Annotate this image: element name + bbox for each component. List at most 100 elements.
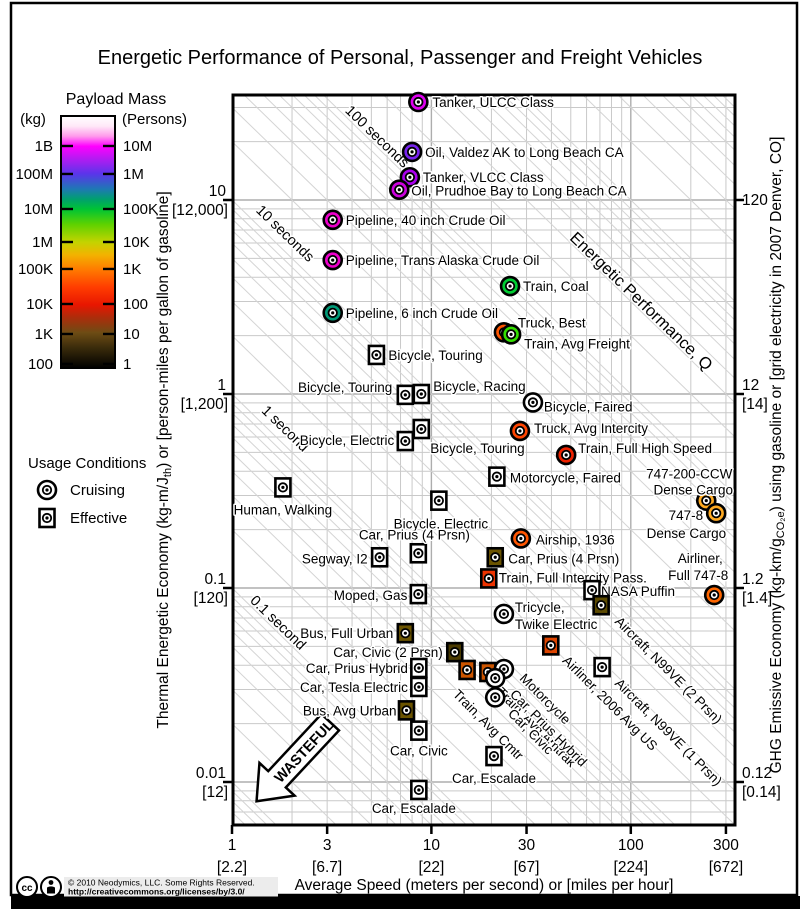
gridline-diagonal [233,107,735,598]
label-pipeline-trans-alaska: Pipeline, Trans Alaska Crude Oil [346,253,540,268]
gridline-diagonal [233,631,433,825]
effective-symbol-dot [403,631,407,635]
wasteful-arrow-text: WASTEFUL [272,717,338,786]
point-airship-1936: Airship, 1936 [510,528,616,549]
effective-symbol-dot [403,393,407,397]
point-truck-avg-intercity: Truck, Avg Intercity [509,419,650,442]
point-bicycle-electric-b: Bicycle, Electric [392,490,490,533]
label-car-prius-4prsn-crs: Car, Prius (4 Prsn) [508,551,619,566]
effective-symbol-dot [45,516,49,520]
gridline-diagonal [233,689,373,825]
gridline-diagonal [233,277,735,767]
gridline-diagonal [233,452,616,825]
gridline-diagonal [233,588,477,825]
effective-symbol-dot [465,668,469,672]
point-tricycle-twike: Tricycle, Twike Electric [493,598,599,633]
gridline-diagonal [233,723,337,825]
gridline-diagonal [661,95,735,167]
usage-item-cruising-label: Cruising [70,482,125,499]
gridline-diagonal [303,95,735,515]
label-bus-avg-urban: Bus, Avg Urban [303,703,397,718]
label-train-full-intercity: Train, Full Intercity Pass. [499,570,647,585]
colorbar-kg-label: 1B [35,138,53,155]
gridline-diagonal [233,209,735,699]
colorbar-persons-label: 100 [123,296,148,313]
gridline-diagonal [233,394,676,825]
label-tricycle-twike: Tricycle, [515,600,565,615]
y-tick-left-label: 0.1 [204,571,226,588]
x-axis-title: Average Speed (meters per second) or [mi… [295,877,674,894]
cruising-symbol-dot [410,150,414,154]
payload-unit-persons: (Persons) [122,111,187,128]
x-tick-label-alt: [22] [418,859,444,876]
attribution-person-icon [40,876,62,898]
gridline-diagonal [582,95,735,244]
y-tick-right-label-alt: [14] [742,396,768,413]
y-tick-left-label-alt: [12,000] [172,202,228,219]
license-url[interactable]: http://creativecommons.org/licenses/by/3… [68,887,245,897]
colorbar-persons-label: 10M [123,138,152,155]
label-car-prius-4prsn-eff: Car, Prius (4 Prsn) [359,527,470,542]
label-tanker-ulcc: Tanker, ULCC Class [432,95,554,110]
cc-footer: cc © 2010 Neodymics, LLC. Some Rights Re… [16,876,278,898]
effective-symbol-dot [453,650,457,654]
point-moped-gas: Moped, Gas [332,583,428,605]
label-nasa-puffin: NASA Puffin [601,584,675,599]
usage-legend-title: Usage Conditions [28,455,146,472]
label-train-full-high-speed: Train, Full High Speed [578,441,712,456]
point-human-walking: Human, Walking [232,477,334,519]
gridline-diagonal [233,665,397,825]
y-tick-right-label: 120 [742,192,768,209]
point-bicycle-electric-a: Bicycle, Electric [298,430,415,452]
cruising-symbol-dot [712,593,716,597]
cruising-symbol-dot [519,536,523,541]
gridline-diagonal [322,95,735,496]
point-train-coal: Train, Coal [499,275,590,297]
label-747-200-ccw-dense-cargo: Dense Cargo [653,483,733,498]
label-oil-valdez: Oil, Valdez AK to Long Beach CA [425,145,624,160]
label-tricycle-twike: Twike Electric [515,617,598,632]
label-bus-full-urban: Bus, Full Urban [300,626,393,641]
effective-symbol-dot [487,576,491,581]
point-car-civic-eff: Car, Civic [388,720,449,760]
label-car-prius-hybrid-eff: Car, Prius Hybrid [306,661,408,676]
y-tick-right-label: 1.2 [742,571,764,588]
cruising-symbol-dot [502,667,506,671]
colorbar-kg-label: 1M [32,234,53,251]
effective-symbol-dot [416,592,420,596]
effective-symbol-dot [416,551,420,555]
point-car-escalade-a: Car, Escalade [450,745,538,788]
point-bicycle-touring-c: Bicycle, Touring [412,418,526,458]
x-tick-label: 100 [618,837,644,854]
label-bicycle-touring-c: Bicycle, Touring [430,441,524,456]
label-pipeline-6in: Pipeline, 6 inch Crude Oil [346,306,498,321]
y-tick-right-label: 12 [742,377,759,394]
gridline-diagonal [502,95,735,321]
axes-layer: 1 [2.2] 3 [6.7] 10 [22] 30 [67] 100 [224] 300 [672]… [155,137,787,876]
gridline-diagonal [278,95,735,539]
effective-symbol-dot [419,427,423,431]
colorbar-kg-label: 10K [26,296,53,313]
gridline-diagonal [233,243,735,733]
point-bus-full-urban: Bus, Full Urban [299,622,415,644]
label-bicycle-electric-a: Bicycle, Electric [300,433,395,448]
gridline-diagonal [262,95,735,555]
cruising-symbol-dot [408,175,412,179]
point-tanker-vlcc: Tanker, VLCC Class [399,166,545,188]
label-car-escalade-b: Car, Escalade [372,801,456,816]
label-bicycle-touring-b: Bicycle, Touring [298,380,392,395]
effective-symbol-dot [437,499,441,503]
label-truck-best: Truck, Best [518,315,586,330]
legend-layer: 1B 10M 100M 1M 10M 100K 1M 10K 100K 1K 10K 100 1K 10 1… [15,115,158,529]
point-nasa-puffin: NASA Puffin [583,579,677,601]
point-bicycle-touring-a: Bicycle, Touring [367,344,484,366]
cruising-symbol-dot [502,612,506,616]
label-747-8-dense-cargo: 747-8 [669,508,704,523]
effective-symbol-dot [599,603,603,607]
label-oil-prudhoe: Oil, Prudhoe Bay to Long Beach CA [411,184,626,199]
label-car-tesla-electric: Car, Tesla Electric [300,680,408,695]
label-bicycle-racing: Bicycle, Racing [433,379,525,394]
label-human-walking: Human, Walking [234,502,333,517]
